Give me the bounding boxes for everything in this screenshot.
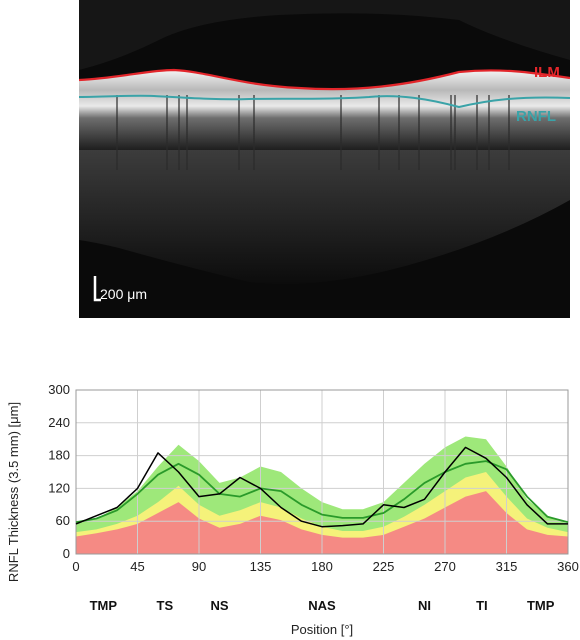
ilm-label: ILM — [534, 64, 560, 81]
x-tick-label: 270 — [434, 559, 456, 574]
rnfl-thickness-chart: 0 45 90 135 180 225 270 315 360 0 60 120 180 240 300 T… — [6, 382, 579, 637]
y-tick-label: 120 — [48, 480, 70, 495]
sector-label: NS — [210, 598, 228, 613]
series-patient — [75, 446, 568, 528]
rnfl-label: RNFL — [516, 108, 556, 125]
x-tick-label: 360 — [557, 559, 579, 574]
sector-label: NAS — [308, 598, 336, 613]
sector-label: TI — [476, 598, 488, 613]
sector-label: TMP — [90, 598, 118, 613]
sector-labels: TMP TS NS NAS NI TI TMP — [90, 598, 555, 613]
oct-bscan-image: ILM RNFL 200 μm — [79, 0, 570, 318]
y-tick-label: 0 — [63, 546, 70, 561]
axis-ticks: 0 45 90 135 180 225 270 315 360 0 60 120 180 240 300 — [48, 382, 579, 574]
x-tick-label: 90 — [192, 559, 206, 574]
x-axis-label: Position [°] — [291, 622, 353, 637]
y-tick-label: 60 — [56, 513, 70, 528]
ilm-line — [79, 68, 570, 91]
scale-bar-label: 200 μm — [100, 286, 147, 302]
x-tick-label: 0 — [72, 559, 79, 574]
y-tick-label: 240 — [48, 415, 70, 430]
plot-frame — [75, 389, 569, 555]
x-tick-label: 180 — [311, 559, 333, 574]
scale-bar — [93, 276, 101, 302]
x-tick-label: 225 — [373, 559, 395, 574]
y-tick-label: 300 — [48, 382, 70, 397]
series-lines — [75, 446, 569, 528]
rnfl-line — [79, 94, 570, 109]
retina-layer — [79, 70, 570, 150]
sector-label: TS — [157, 598, 174, 613]
sector-label: TMP — [527, 598, 555, 613]
y-axis-label: RNFL Thickness (3.5 mm) [μm] — [6, 402, 21, 582]
x-tick-label: 45 — [130, 559, 144, 574]
x-tick-label: 315 — [496, 559, 518, 574]
y-tick-label: 180 — [48, 448, 70, 463]
x-tick-label: 135 — [250, 559, 272, 574]
sector-label: NI — [418, 598, 431, 613]
series-normal-mean — [75, 460, 569, 524]
